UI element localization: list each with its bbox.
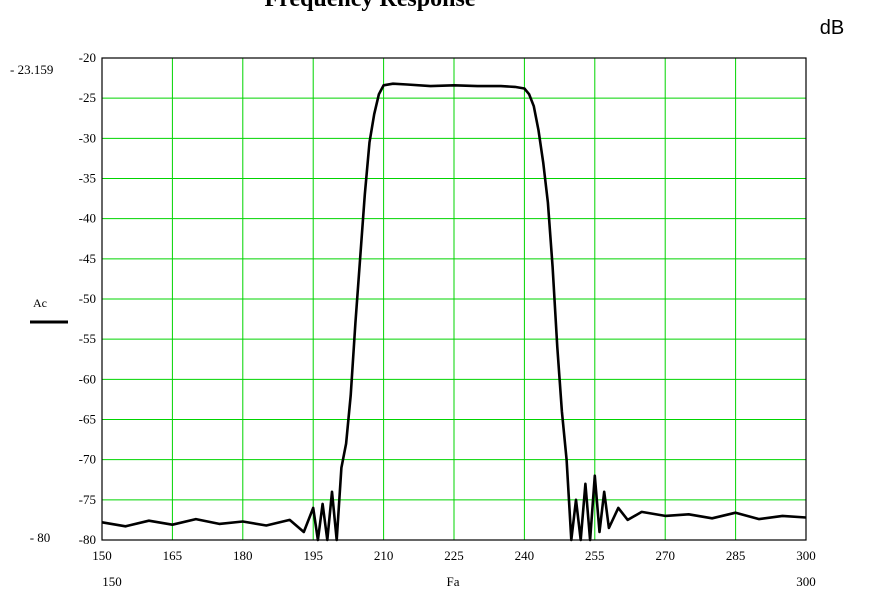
y-tick-label: -35 (79, 171, 96, 186)
y-tick-label: -20 (79, 50, 96, 65)
x-tick-label: 180 (233, 548, 253, 563)
y-tick-label: -80 (79, 532, 96, 547)
series-line-ac (101, 82, 807, 542)
x-tick-label: 255 (585, 548, 605, 563)
x-tick-label: 285 (726, 548, 746, 563)
y-tick-label: -70 (79, 452, 96, 467)
unit-label: dB (820, 17, 844, 39)
y-tick-label: -75 (79, 492, 96, 507)
x-tick-label: 240 (515, 548, 535, 563)
y-tick-label: -55 (79, 331, 96, 346)
x-tick-label: 165 (163, 548, 183, 563)
x-tick-label: 300 (796, 548, 816, 563)
plot-frame (101, 57, 807, 541)
chart-title: Frequency Response (265, 0, 476, 12)
y-range-bottom-label: - 80 (30, 530, 51, 545)
x-tick-label: 270 (655, 548, 675, 563)
y-tick-label: -40 (79, 211, 96, 226)
grid (101, 57, 807, 541)
x-axis-label: Fa (447, 574, 460, 589)
x-tick-label: 150 (92, 548, 112, 563)
x-tick-label: 195 (303, 548, 323, 563)
x-range-right-label: 300 (796, 574, 816, 589)
x-tick-label: 225 (444, 548, 464, 563)
x-tick-label: 210 (374, 548, 394, 563)
y-tick-labels: -20 -25 -30 -35 -40 -45 -50 -55 -60 -65 -70 -75 -80 (79, 50, 96, 547)
y-tick-label: -25 (79, 90, 96, 105)
y-axis-label: Ac (33, 296, 47, 310)
y-tick-label: -60 (79, 371, 96, 386)
x-range-left-label: 150 (102, 574, 122, 589)
y-tick-label: -50 (79, 291, 96, 306)
y-range-top-label: - 23.159 (10, 62, 53, 77)
y-tick-label: -65 (79, 412, 96, 427)
x-tick-labels: 150 165 180 195 210 225 240 255 270 285 300 (92, 548, 816, 563)
y-tick-label: -30 (79, 130, 96, 145)
y-tick-label: -45 (79, 251, 96, 266)
